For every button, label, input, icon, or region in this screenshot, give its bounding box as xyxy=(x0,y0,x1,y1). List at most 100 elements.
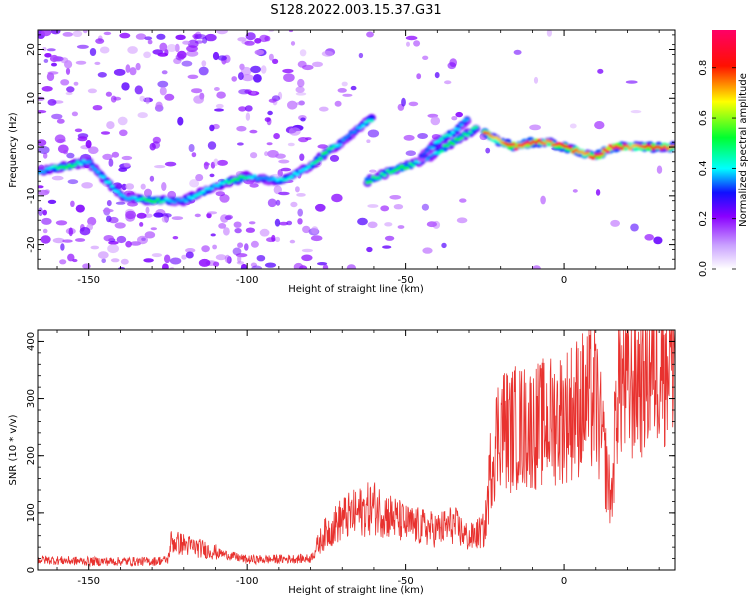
heatmap-noise-blob xyxy=(369,169,377,173)
heatmap-ridge-cell xyxy=(358,126,363,130)
heatmap-noise-blob xyxy=(47,99,57,106)
heatmap-ridge-cell xyxy=(52,164,58,168)
heatmap-noise-blob xyxy=(156,33,166,40)
heatmap-noise-blob xyxy=(459,198,467,203)
heatmap-noise-blob xyxy=(569,123,577,129)
heatmap-ridge-cell xyxy=(599,152,604,156)
chart-title: S128.2022.003.15.37.G31 xyxy=(270,3,441,18)
heatmap-noise-blob xyxy=(244,105,253,112)
heatmap-noise-blob xyxy=(75,204,85,213)
heatmap-noise-blob xyxy=(238,89,250,95)
heatmap-ridge-cell xyxy=(439,149,444,153)
heatmap-noise-blob xyxy=(416,73,422,80)
heatmap-noise-blob xyxy=(300,117,306,122)
heatmap-noise-blob xyxy=(275,153,286,159)
heatmap-noise-blob xyxy=(62,239,73,243)
y-tick-label: 100 xyxy=(26,503,37,522)
heatmap-noise-blob xyxy=(135,33,147,40)
heatmap-noise-blob xyxy=(107,244,119,254)
heatmap-noise-blob xyxy=(337,88,347,93)
heatmap-noise-blob xyxy=(413,40,421,47)
heatmap-noise-blob xyxy=(209,124,215,132)
heatmap-noise-blob xyxy=(70,200,75,207)
heatmap-noise-blob xyxy=(382,245,392,249)
heatmap-noise-blob xyxy=(95,38,105,44)
heatmap-ridges xyxy=(38,114,675,207)
heatmap-noise-blob xyxy=(212,51,220,61)
heatmap-noise-blob xyxy=(94,61,101,65)
x-tick-label: -100 xyxy=(236,576,259,587)
heatmap-ridge-cell xyxy=(341,138,346,142)
colorbar-tick-label: 0.0 xyxy=(698,261,709,277)
heatmap-ridge-cell xyxy=(514,147,519,151)
heatmap-noise-blob xyxy=(161,70,168,75)
heatmap-noise-blob xyxy=(401,97,406,107)
heatmap-noise-blob xyxy=(155,101,163,110)
heatmap-noise-blob xyxy=(123,162,131,168)
heatmap-ridge-cell xyxy=(548,139,553,143)
heatmap-noise-blob xyxy=(57,144,69,154)
heatmap-noise-blob xyxy=(136,212,147,219)
heatmap-ridge-cell xyxy=(496,138,502,141)
heatmap-noise-blob xyxy=(38,185,44,189)
heatmap-ridge-cell xyxy=(536,138,542,142)
heatmap-ridge-cell xyxy=(121,194,126,198)
heatmap-noise-blob xyxy=(49,54,59,63)
heatmap-noise-blob xyxy=(393,204,404,210)
heatmap-ridge-cell xyxy=(485,131,490,135)
colorbar-tick-label: 0.8 xyxy=(698,60,709,76)
heatmap-noise-blob xyxy=(250,65,261,74)
heatmap-ridge-cell xyxy=(591,156,596,160)
heatmap-noise-blob xyxy=(290,41,296,46)
heatmap-noise-blob xyxy=(87,216,97,226)
colorbar-tick-label: 0.2 xyxy=(698,211,709,227)
heatmap-ridge-cell xyxy=(115,190,121,194)
heatmap-noise-blob xyxy=(238,72,244,81)
heatmap-ridge-cell xyxy=(209,187,215,190)
heatmap-noise-blob xyxy=(110,95,117,103)
heatmap-ridge-cell xyxy=(585,151,590,155)
heatmap-noise-blob xyxy=(64,60,73,69)
heatmap-noise-blob xyxy=(406,41,410,47)
heatmap-ridge-cell xyxy=(665,147,670,151)
heatmap-noise-blob xyxy=(341,81,348,87)
heatmap-noise-blob xyxy=(279,221,289,226)
heatmap-noise-blob xyxy=(214,87,220,91)
heatmap-noise-blob xyxy=(60,79,70,86)
heatmap-ridge-cell xyxy=(494,136,499,140)
heatmap-ridge-cell xyxy=(295,173,300,176)
heatmap-noise-blob xyxy=(610,219,620,227)
x-tick-label: 0 xyxy=(561,275,567,286)
heatmap-noise-blob xyxy=(426,221,437,228)
heatmap-ridge-cell xyxy=(579,150,584,154)
heatmap-noise-blob xyxy=(485,147,491,154)
heatmap-noise-blob xyxy=(198,258,211,267)
heatmap-noise-blob xyxy=(299,49,307,57)
heatmap-noise-blob xyxy=(249,129,258,134)
heatmap-noise-blob xyxy=(322,264,329,269)
y-tick-label: 20 xyxy=(26,43,37,56)
heatmap-noise-blob xyxy=(214,108,224,112)
heatmap-noise-blob xyxy=(267,110,273,116)
heatmap-noise-blob xyxy=(533,76,539,84)
heatmap-ridge-cell xyxy=(72,163,78,167)
heatmap-noise-blob xyxy=(295,86,305,93)
heatmap-ridge-cell xyxy=(628,147,633,151)
heatmap-noise-blob xyxy=(41,86,53,92)
heatmap-noise-blob xyxy=(297,218,303,225)
heatmap-noise-blob xyxy=(194,213,201,218)
heatmap-ridge-cell xyxy=(459,123,464,127)
heatmap-noise-blob xyxy=(405,150,416,156)
heatmap-noise-blob xyxy=(267,198,277,208)
heatmap-noise-blob xyxy=(143,258,154,263)
heatmap-noise-blob xyxy=(653,236,663,245)
heatmap-noise-blob xyxy=(115,201,126,205)
heatmap-noise-blob xyxy=(177,116,184,126)
heatmap-ridge-cell xyxy=(659,147,664,151)
heatmap-noise-blob xyxy=(127,46,138,54)
heatmap-noise-blob xyxy=(175,34,186,40)
heatmap-ridge-cell xyxy=(368,180,373,184)
heatmap-noise-blob xyxy=(215,191,225,197)
heatmap-noise-blob xyxy=(219,194,230,203)
heatmap-noise-blob xyxy=(329,154,340,162)
